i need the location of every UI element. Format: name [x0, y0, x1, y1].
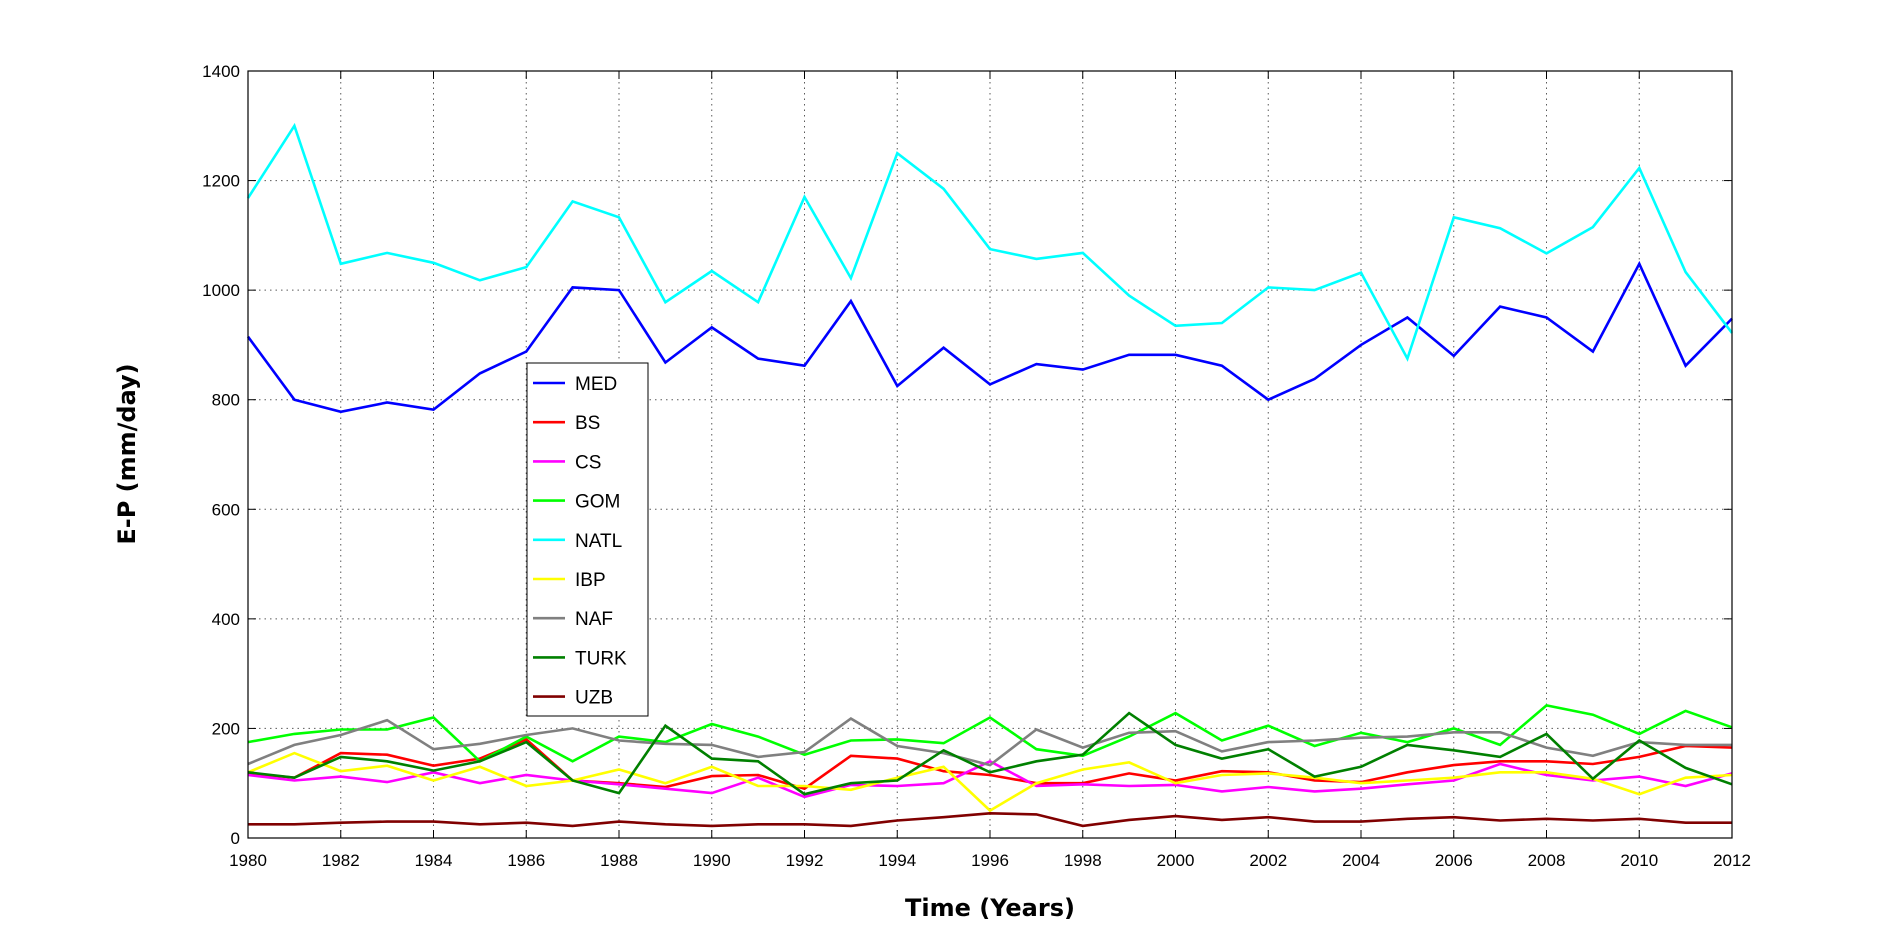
legend-label-naf: NAF — [575, 609, 613, 630]
series-line-natl — [246, 122, 1734, 362]
y-tick-label: 1400 — [202, 62, 240, 81]
x-tick-label: 2012 — [1713, 851, 1751, 870]
plot-background — [248, 71, 1732, 838]
y-tick-label: 800 — [212, 391, 240, 410]
legend: MED BS CS GOM NATL IBP NAF TURK UZB — [526, 362, 649, 717]
y-tick-label: 200 — [212, 719, 240, 738]
series-line-cs — [247, 759, 1733, 799]
x-tick-label: 1986 — [507, 851, 545, 870]
x-tick-label: 2004 — [1342, 851, 1380, 870]
x-tick-label: 1994 — [878, 851, 916, 870]
y-tick-label: 1200 — [202, 172, 240, 191]
series-line-med — [246, 260, 1733, 414]
x-axis-title: Time (Years) — [905, 894, 1075, 922]
legend-label-turk: TURK — [575, 648, 627, 669]
series-line-ibp — [247, 751, 1733, 813]
legend-label-bs: BS — [575, 413, 600, 434]
y-tick-label: 600 — [212, 500, 240, 519]
legend-label-cs: CS — [575, 452, 601, 473]
data-series — [246, 122, 1734, 828]
axis-ticks: 1980 1982 1984 1986 1988 1990 1992 1994 1996 1998… — [202, 62, 1751, 870]
x-tick-label: 1980 — [229, 851, 267, 870]
series-line-naf — [247, 717, 1732, 767]
x-tick-label: 1996 — [971, 851, 1009, 870]
x-tick-label: 2010 — [1620, 851, 1658, 870]
x-tick-label: 2006 — [1435, 851, 1473, 870]
x-tick-label: 1984 — [415, 851, 453, 870]
x-tick-label: 2002 — [1249, 851, 1287, 870]
legend-label-ibp: IBP — [575, 570, 606, 591]
legend-label-uzb: UZB — [575, 688, 613, 709]
y-tick-label: 400 — [212, 610, 240, 629]
x-tick-label: 1998 — [1064, 851, 1102, 870]
x-tick-label: 1988 — [600, 851, 638, 870]
grid-lines — [248, 71, 1732, 838]
series-line-gom — [247, 704, 1733, 763]
x-tick-label: 1990 — [693, 851, 731, 870]
y-tick-label: 0 — [231, 829, 240, 848]
x-tick-label: 2000 — [1157, 851, 1195, 870]
x-tick-label: 1992 — [786, 851, 824, 870]
legend-label-natl: NATL — [575, 531, 622, 552]
legend-label-gom: GOM — [575, 492, 620, 513]
y-axis-title: E-P (mm/day) — [113, 363, 141, 544]
x-tick-label: 2008 — [1528, 851, 1566, 870]
series-line-turk — [247, 711, 1733, 796]
series-line-uzb — [248, 811, 1732, 828]
x-tick-label: 1982 — [322, 851, 360, 870]
legend-label-med: MED — [575, 374, 617, 395]
y-tick-label: 1000 — [202, 281, 240, 300]
